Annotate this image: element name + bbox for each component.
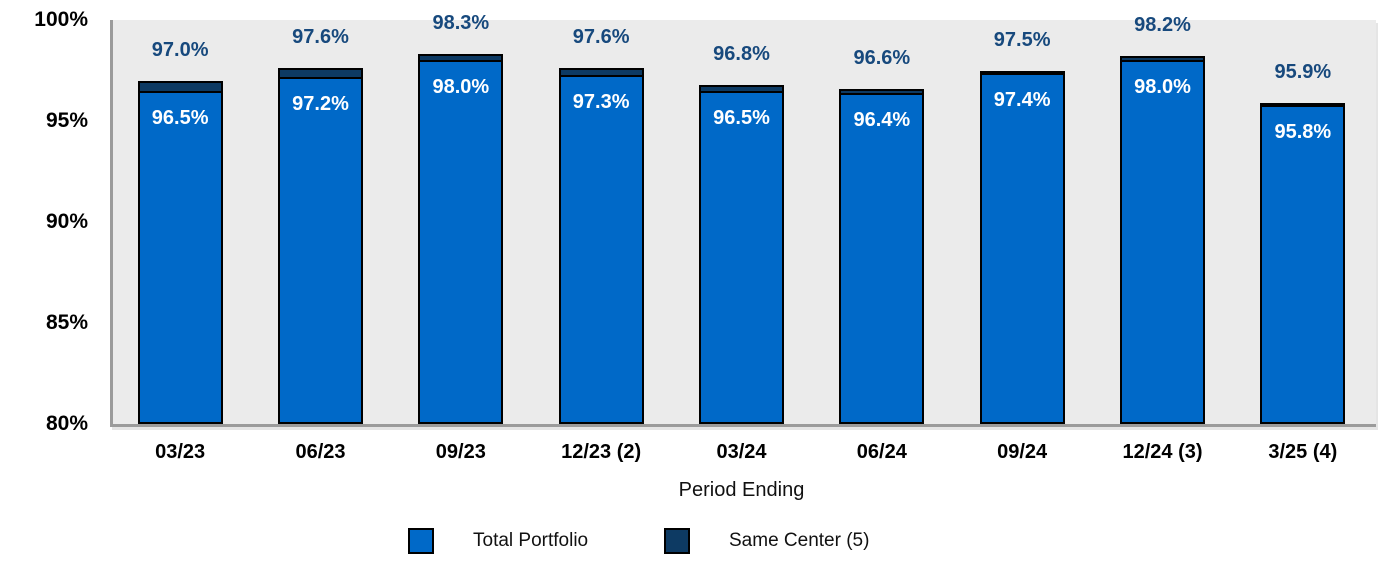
y-tick-label: 80%	[45, 412, 88, 435]
bar-label-same-center: 98.2%	[1134, 14, 1191, 37]
x-tick-label: 09/24	[997, 441, 1048, 463]
bar-label-total-portfolio: 97.4%	[993, 88, 1051, 111]
bar-label-same-center: 96.6%	[853, 46, 911, 69]
x-tick-label: 12/23 (2)	[561, 441, 642, 463]
legend-item-same-center: Same Center (5)	[664, 526, 869, 556]
bar-total-portfolio	[418, 60, 504, 424]
bar-label-same-center: 97.0%	[151, 38, 209, 61]
bar-label-total-portfolio: 96.5%	[151, 106, 209, 129]
bar-label-total-portfolio: 95.8%	[1274, 120, 1332, 143]
legend-label-total-portfolio: Total Portfolio	[473, 530, 589, 551]
bar-label-same-center: 95.9%	[1274, 60, 1332, 83]
bar-total-portfolio	[1260, 104, 1346, 424]
x-tick-label: 06/23	[295, 441, 346, 463]
bar-label-total-portfolio: 97.3%	[572, 90, 630, 113]
legend-item-total-portfolio: Total Portfolio	[408, 526, 588, 556]
x-axis-title: Period Ending	[678, 479, 805, 501]
bar-label-same-center: 96.8%	[713, 42, 770, 65]
bar-label-total-portfolio: 98.0%	[432, 76, 490, 99]
bar-total-portfolio	[1120, 60, 1205, 424]
same-center-swatch-icon	[664, 528, 690, 554]
bar-label-same-center: 97.6%	[572, 26, 630, 49]
x-tick-label: 3/25 (4)	[1268, 441, 1338, 463]
y-tick-label: 95%	[45, 109, 88, 132]
bar-label-total-portfolio: 96.5%	[713, 106, 770, 129]
bar-total-portfolio	[979, 72, 1065, 424]
bar-total-portfolio	[278, 76, 363, 424]
y-tick-label: 100%	[34, 8, 88, 31]
bar-label-same-center: 97.5%	[993, 28, 1051, 51]
bar-total-portfolio	[839, 92, 925, 424]
y-tick-label: 90%	[45, 210, 88, 233]
bar-label-total-portfolio: 97.2%	[292, 92, 349, 115]
bar-label-same-center: 97.6%	[292, 26, 349, 49]
bar-total-portfolio	[699, 90, 784, 424]
x-tick-label: 12/24 (3)	[1122, 441, 1203, 463]
x-tick-label: 03/23	[155, 441, 206, 463]
legend-label-same-center: Same Center (5)	[729, 530, 870, 551]
bar-label-total-portfolio: 98.0%	[1134, 76, 1191, 99]
bar-total-portfolio	[558, 74, 644, 424]
bar-label-same-center: 98.3%	[432, 12, 490, 35]
x-tick-label: 06/24	[856, 441, 907, 463]
total-portfolio-swatch-icon	[408, 528, 434, 554]
x-tick-label: 03/24	[716, 441, 767, 463]
bar-total-portfolio	[137, 90, 223, 424]
y-tick-label: 85%	[45, 311, 88, 334]
bar-label-total-portfolio: 96.4%	[853, 108, 911, 131]
x-tick-label: 09/23	[435, 441, 486, 463]
